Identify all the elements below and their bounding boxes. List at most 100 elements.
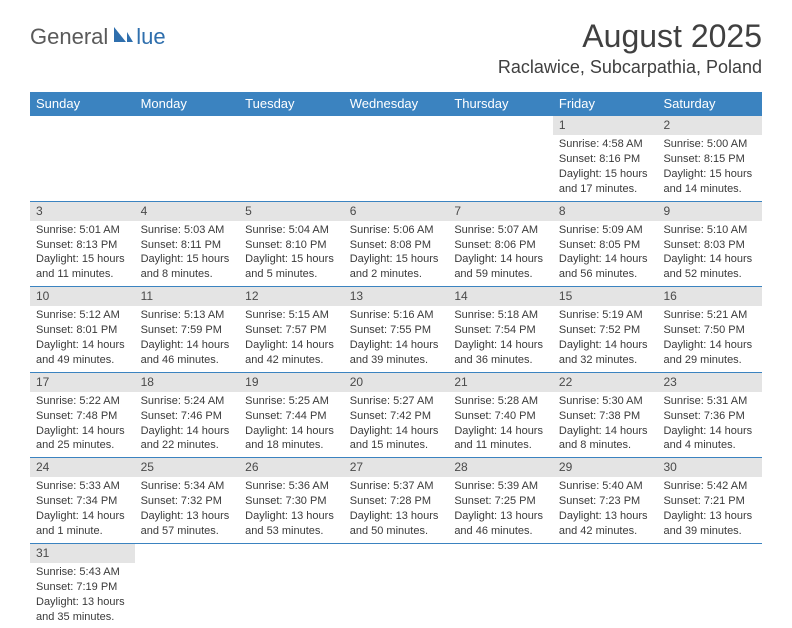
daylight-text: Daylight: 13 hours and 53 minutes.	[245, 509, 338, 539]
sunset-text: Sunset: 8:11 PM	[141, 238, 234, 253]
day-number: 25	[135, 458, 240, 477]
day-cell: 0xxx	[448, 116, 553, 201]
day-number: 24	[30, 458, 135, 477]
day-number: 28	[448, 458, 553, 477]
day-body: Sunrise: 5:21 AMSunset: 7:50 PMDaylight:…	[657, 306, 762, 371]
day-number: 17	[30, 373, 135, 392]
sunrise-text: Sunrise: 5:07 AM	[454, 223, 547, 238]
day-cell: 13Sunrise: 5:16 AMSunset: 7:55 PMDayligh…	[344, 287, 449, 372]
day-cell: 0xxx	[344, 544, 449, 628]
day-cell: 0xxx	[135, 544, 240, 628]
day-body: Sunrise: 5:25 AMSunset: 7:44 PMDaylight:…	[239, 392, 344, 457]
weekday-header: Wednesday	[344, 92, 449, 116]
day-cell: 22Sunrise: 5:30 AMSunset: 7:38 PMDayligh…	[553, 373, 658, 458]
sunset-text: Sunset: 7:54 PM	[454, 323, 547, 338]
day-body: Sunrise: 5:37 AMSunset: 7:28 PMDaylight:…	[344, 477, 449, 542]
daylight-text: Daylight: 14 hours and 8 minutes.	[559, 424, 652, 454]
day-cell: 25Sunrise: 5:34 AMSunset: 7:32 PMDayligh…	[135, 458, 240, 543]
day-body: Sunrise: 5:10 AMSunset: 8:03 PMDaylight:…	[657, 221, 762, 286]
logo-text-general: General	[30, 24, 108, 50]
sunset-text: Sunset: 7:52 PM	[559, 323, 652, 338]
day-number: 7	[448, 202, 553, 221]
day-cell: 0xxx	[135, 116, 240, 201]
day-body: Sunrise: 5:40 AMSunset: 7:23 PMDaylight:…	[553, 477, 658, 542]
sunset-text: Sunset: 8:03 PM	[663, 238, 756, 253]
daylight-text: Daylight: 14 hours and 32 minutes.	[559, 338, 652, 368]
day-cell: 2Sunrise: 5:00 AMSunset: 8:15 PMDaylight…	[657, 116, 762, 201]
day-number: 20	[344, 373, 449, 392]
sunset-text: Sunset: 7:55 PM	[350, 323, 443, 338]
day-body: Sunrise: 5:33 AMSunset: 7:34 PMDaylight:…	[30, 477, 135, 542]
day-cell: 0xxx	[553, 544, 658, 628]
sunset-text: Sunset: 7:40 PM	[454, 409, 547, 424]
day-body: Sunrise: 5:04 AMSunset: 8:10 PMDaylight:…	[239, 221, 344, 286]
day-number: 15	[553, 287, 658, 306]
day-number: 27	[344, 458, 449, 477]
day-cell: 26Sunrise: 5:36 AMSunset: 7:30 PMDayligh…	[239, 458, 344, 543]
day-cell: 0xxx	[239, 116, 344, 201]
day-body: Sunrise: 5:13 AMSunset: 7:59 PMDaylight:…	[135, 306, 240, 371]
sunset-text: Sunset: 7:38 PM	[559, 409, 652, 424]
daylight-text: Daylight: 14 hours and 1 minute.	[36, 509, 129, 539]
sunset-text: Sunset: 7:32 PM	[141, 494, 234, 509]
day-cell: 31Sunrise: 5:43 AMSunset: 7:19 PMDayligh…	[30, 544, 135, 628]
day-number: 22	[553, 373, 658, 392]
daylight-text: Daylight: 13 hours and 42 minutes.	[559, 509, 652, 539]
daylight-text: Daylight: 14 hours and 4 minutes.	[663, 424, 756, 454]
day-cell: 19Sunrise: 5:25 AMSunset: 7:44 PMDayligh…	[239, 373, 344, 458]
day-cell: 7Sunrise: 5:07 AMSunset: 8:06 PMDaylight…	[448, 202, 553, 287]
weekday-header: Monday	[135, 92, 240, 116]
sunset-text: Sunset: 8:13 PM	[36, 238, 129, 253]
day-cell: 8Sunrise: 5:09 AMSunset: 8:05 PMDaylight…	[553, 202, 658, 287]
daylight-text: Daylight: 13 hours and 50 minutes.	[350, 509, 443, 539]
sunrise-text: Sunrise: 5:10 AM	[663, 223, 756, 238]
day-body: Sunrise: 5:16 AMSunset: 7:55 PMDaylight:…	[344, 306, 449, 371]
week-row: 0xxx0xxx0xxx0xxx0xxx1Sunrise: 4:58 AMSun…	[30, 116, 762, 202]
weekday-header-row: Sunday Monday Tuesday Wednesday Thursday…	[30, 92, 762, 116]
sunrise-text: Sunrise: 5:36 AM	[245, 479, 338, 494]
weekday-header: Saturday	[657, 92, 762, 116]
daylight-text: Daylight: 14 hours and 52 minutes.	[663, 252, 756, 282]
day-body: Sunrise: 5:15 AMSunset: 7:57 PMDaylight:…	[239, 306, 344, 371]
day-cell: 17Sunrise: 5:22 AMSunset: 7:48 PMDayligh…	[30, 373, 135, 458]
daylight-text: Daylight: 14 hours and 59 minutes.	[454, 252, 547, 282]
day-number: 21	[448, 373, 553, 392]
week-row: 3Sunrise: 5:01 AMSunset: 8:13 PMDaylight…	[30, 202, 762, 288]
sunset-text: Sunset: 8:10 PM	[245, 238, 338, 253]
daylight-text: Daylight: 15 hours and 17 minutes.	[559, 167, 652, 197]
day-cell: 5Sunrise: 5:04 AMSunset: 8:10 PMDaylight…	[239, 202, 344, 287]
sunset-text: Sunset: 7:25 PM	[454, 494, 547, 509]
weekday-header: Friday	[553, 92, 658, 116]
sunset-text: Sunset: 7:50 PM	[663, 323, 756, 338]
day-number: 4	[135, 202, 240, 221]
day-cell: 28Sunrise: 5:39 AMSunset: 7:25 PMDayligh…	[448, 458, 553, 543]
daylight-text: Daylight: 13 hours and 46 minutes.	[454, 509, 547, 539]
sunset-text: Sunset: 7:59 PM	[141, 323, 234, 338]
weekday-header: Sunday	[30, 92, 135, 116]
sunrise-text: Sunrise: 5:42 AM	[663, 479, 756, 494]
header: General lue August 2025 Raclawice, Subca…	[0, 0, 792, 86]
daylight-text: Daylight: 15 hours and 2 minutes.	[350, 252, 443, 282]
logo: General lue	[30, 24, 166, 50]
sunset-text: Sunset: 8:08 PM	[350, 238, 443, 253]
sunset-text: Sunset: 8:16 PM	[559, 152, 652, 167]
day-body: Sunrise: 5:19 AMSunset: 7:52 PMDaylight:…	[553, 306, 658, 371]
sunset-text: Sunset: 7:34 PM	[36, 494, 129, 509]
daylight-text: Daylight: 13 hours and 35 minutes.	[36, 595, 129, 625]
day-number: 5	[239, 202, 344, 221]
day-cell: 0xxx	[448, 544, 553, 628]
sunrise-text: Sunrise: 5:01 AM	[36, 223, 129, 238]
day-cell: 0xxx	[657, 544, 762, 628]
day-body: Sunrise: 5:28 AMSunset: 7:40 PMDaylight:…	[448, 392, 553, 457]
sunrise-text: Sunrise: 5:04 AM	[245, 223, 338, 238]
daylight-text: Daylight: 14 hours and 18 minutes.	[245, 424, 338, 454]
month-title: August 2025	[498, 18, 762, 55]
day-body: Sunrise: 5:06 AMSunset: 8:08 PMDaylight:…	[344, 221, 449, 286]
day-body: Sunrise: 5:39 AMSunset: 7:25 PMDaylight:…	[448, 477, 553, 542]
weeks-container: 0xxx0xxx0xxx0xxx0xxx1Sunrise: 4:58 AMSun…	[30, 116, 762, 628]
daylight-text: Daylight: 13 hours and 39 minutes.	[663, 509, 756, 539]
daylight-text: Daylight: 14 hours and 56 minutes.	[559, 252, 652, 282]
day-cell: 9Sunrise: 5:10 AMSunset: 8:03 PMDaylight…	[657, 202, 762, 287]
day-number: 8	[553, 202, 658, 221]
sunrise-text: Sunrise: 5:18 AM	[454, 308, 547, 323]
